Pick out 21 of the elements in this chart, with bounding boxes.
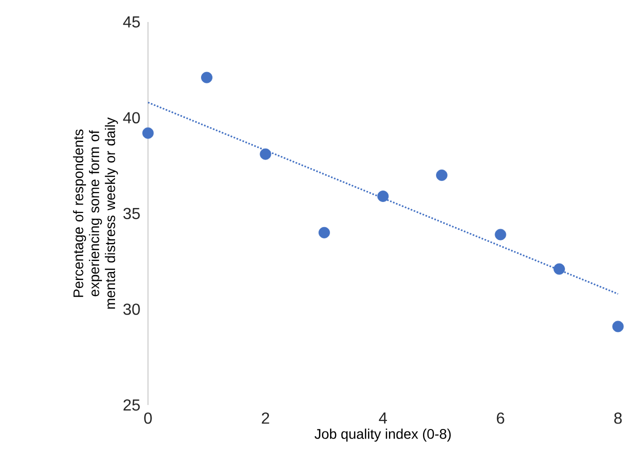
x-tick-label: 0 — [144, 412, 152, 424]
y-tick-label: 35 — [123, 208, 140, 220]
point — [612, 320, 624, 332]
point — [201, 72, 212, 84]
point — [494, 228, 506, 240]
y-tick-label: 25 — [124, 399, 140, 411]
x-tick-label: 8 — [614, 412, 622, 424]
point — [554, 263, 565, 275]
x-tick-label: 2 — [262, 412, 270, 424]
y-tick-label: 45 — [123, 16, 140, 28]
point — [142, 127, 154, 139]
point — [318, 226, 330, 238]
y-tick-label: 40 — [123, 112, 140, 124]
x-tick-label: 6 — [496, 412, 504, 424]
y-axis-title: Percentage of respondents experiencing some form of mental distress weekly or daily — [73, 117, 118, 309]
point — [260, 148, 272, 160]
x-axis-title: Job quality index (0-8) — [314, 428, 451, 442]
x-tick-label: 4 — [378, 412, 387, 424]
point — [377, 190, 389, 202]
point — [436, 170, 448, 181]
y-tick-label: 30 — [123, 304, 140, 315]
